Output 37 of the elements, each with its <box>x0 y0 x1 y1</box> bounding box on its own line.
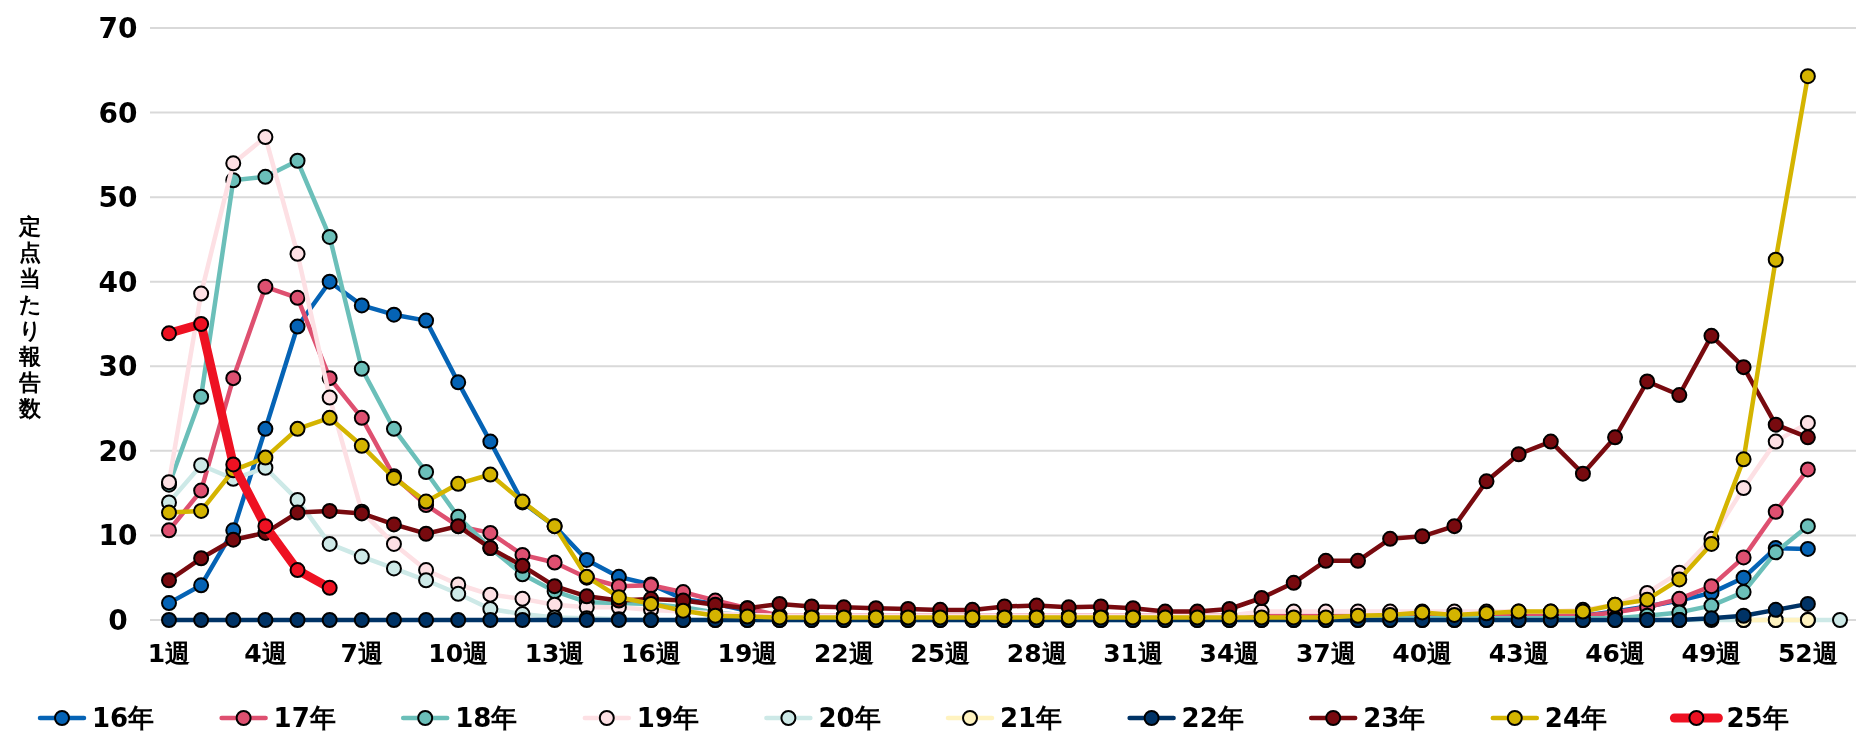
x-tick-label: 25週 <box>910 639 971 668</box>
x-tick-label: 43週 <box>1488 639 1549 668</box>
legend-label: 22年 <box>1181 703 1244 733</box>
legend-label: 18年 <box>455 703 518 733</box>
legend-label: 17年 <box>273 703 336 733</box>
y-tick-label: 70 <box>98 12 138 45</box>
legend-label: 20年 <box>818 703 881 733</box>
x-tick-label: 37週 <box>1295 639 1356 668</box>
y-tick-label: 20 <box>98 434 138 468</box>
x-tick-label: 46週 <box>1585 639 1645 668</box>
y-tick-label: 60 <box>98 96 138 130</box>
x-tick-label: 10週 <box>428 639 489 668</box>
y-tick-label: 0 <box>108 604 128 637</box>
x-tick-label: 16週 <box>621 639 681 668</box>
x-tick-label: 31週 <box>1103 639 1163 668</box>
x-tick-label: 49週 <box>1681 639 1742 668</box>
x-tick-label: 1週 <box>147 639 191 668</box>
x-tick-label: 13週 <box>524 639 585 668</box>
y-tick-label: 40 <box>98 265 138 299</box>
y-tick-label: 10 <box>98 519 138 553</box>
x-tick-label: 40週 <box>1392 639 1453 668</box>
legend-label: 19年 <box>636 703 699 733</box>
x-tick-label: 28週 <box>1006 639 1067 668</box>
x-tick-label: 4週 <box>244 639 287 668</box>
x-tick-label: 22週 <box>813 639 874 668</box>
x-tick-label: 7週 <box>340 639 384 668</box>
y-tick-label: 50 <box>98 181 138 215</box>
legend-label: 25年 <box>1726 703 1789 733</box>
legend-label: 23年 <box>1363 703 1426 733</box>
legend-label: 21年 <box>1000 703 1063 733</box>
legend-label: 16年 <box>92 703 155 733</box>
y-axis-title: 定点当たり報告数 <box>18 214 42 421</box>
x-tick-label: 19週 <box>717 639 778 668</box>
x-tick-label: 52週 <box>1777 639 1838 668</box>
legend-label: 24年 <box>1544 703 1607 733</box>
x-tick-label: 34週 <box>1199 639 1260 668</box>
y-tick-label: 30 <box>98 350 138 384</box>
